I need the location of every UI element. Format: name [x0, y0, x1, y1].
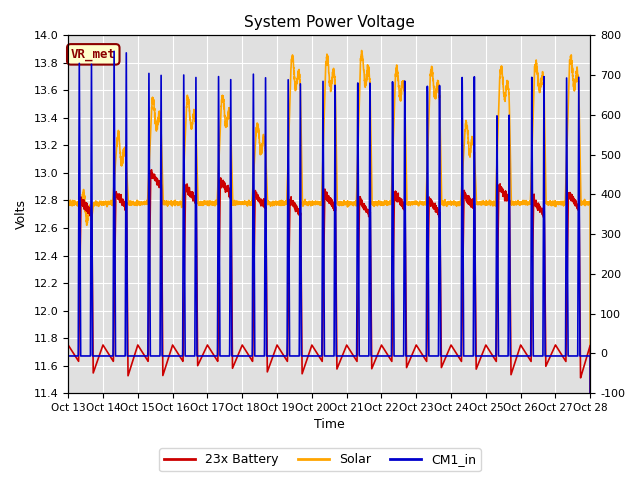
- CM1_in: [127, 353, 134, 359]
- CM1_in: [536, 353, 543, 359]
- Text: VR_met: VR_met: [71, 48, 116, 61]
- 23x Battery: [391, 193, 399, 199]
- CM1_in: [264, 353, 272, 359]
- Line: Solar: Solar: [68, 50, 590, 480]
- CM1_in: [110, 48, 118, 54]
- CM1_in: [538, 353, 546, 359]
- 23x Battery: [559, 353, 566, 359]
- Solar: [391, 85, 399, 91]
- Line: CM1_in: CM1_in: [68, 51, 590, 480]
- 23x Battery: [127, 365, 134, 371]
- 23x Battery: [148, 167, 156, 173]
- CM1_in: [559, 353, 566, 359]
- Solar: [538, 73, 546, 79]
- Solar: [264, 199, 272, 204]
- CM1_in: [64, 353, 72, 359]
- 23x Battery: [536, 204, 543, 210]
- Solar: [536, 89, 543, 95]
- Line: 23x Battery: 23x Battery: [68, 170, 590, 480]
- X-axis label: Time: Time: [314, 419, 344, 432]
- 23x Battery: [264, 366, 272, 372]
- Y-axis label: Volts: Volts: [15, 199, 28, 229]
- Title: System Power Voltage: System Power Voltage: [244, 15, 415, 30]
- Solar: [559, 200, 566, 206]
- CM1_in: [391, 353, 399, 359]
- Solar: [64, 202, 72, 207]
- 23x Battery: [538, 208, 546, 214]
- 23x Battery: [64, 342, 72, 348]
- Solar: [358, 48, 365, 53]
- Legend: 23x Battery, Solar, CM1_in: 23x Battery, Solar, CM1_in: [159, 448, 481, 471]
- Solar: [127, 202, 134, 207]
